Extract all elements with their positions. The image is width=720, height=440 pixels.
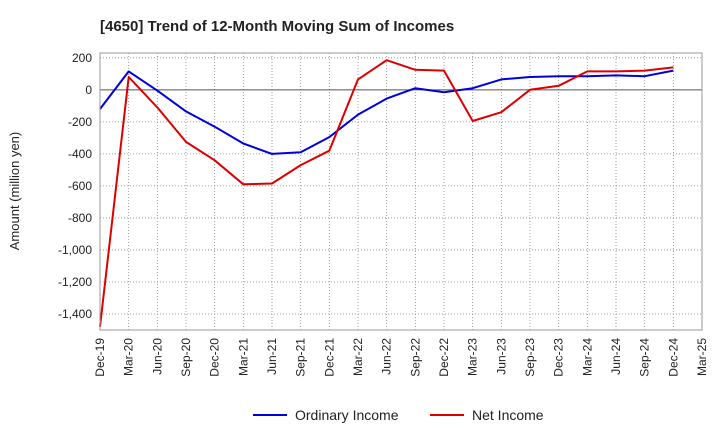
x-tick-label: Mar-25 (695, 338, 709, 376)
x-tick-label: Jun-24 (609, 338, 623, 375)
y-axis-ticks: 200 0 -200 -400 -600 -800 -1,000 -1,200 -1,400 (58, 51, 92, 321)
x-tick-label: Dec-24 (666, 338, 680, 377)
x-tick-label: Sep-24 (638, 338, 652, 377)
x-axis-ticks: Dec-19 Mar-20 Jun-20 Sep-20 Dec-20 Mar-21 Jun-… (93, 338, 709, 377)
legend-label: Ordinary Income (295, 407, 399, 423)
y-axis-label: Amount (million yen) (7, 132, 22, 251)
x-tick-label: Sep-23 (523, 338, 537, 377)
x-tick-label: Sep-21 (294, 338, 308, 377)
x-tick-label: Sep-20 (179, 338, 193, 377)
plot-area-frame (99, 52, 703, 331)
y-tick-label: -1,000 (58, 243, 92, 257)
legend: Ordinary Income Net Income (253, 407, 544, 423)
x-tick-label: Dec-23 (552, 338, 566, 377)
x-tick-label: Jun-21 (265, 338, 279, 375)
y-tick-label: 0 (85, 83, 92, 97)
x-tick-label: Jun-23 (494, 338, 508, 375)
y-tick-label: -200 (68, 115, 92, 129)
series-lines (99, 59, 674, 327)
x-tick-label: Dec-19 (93, 338, 107, 377)
y-tick-label: -1,400 (58, 307, 92, 321)
x-tick-label: Dec-22 (437, 338, 451, 377)
legend-label: Net Income (472, 407, 544, 423)
y-tick-label: 200 (72, 51, 92, 65)
x-tick-label: Mar-24 (580, 338, 594, 376)
x-tick-label: Jun-22 (380, 338, 394, 375)
y-tick-label: -400 (68, 147, 92, 161)
x-tick-label: Mar-23 (466, 338, 480, 376)
y-tick-label: -600 (68, 179, 92, 193)
x-tick-label: Mar-22 (351, 338, 365, 376)
x-tick-label: Mar-20 (122, 338, 136, 376)
y-tick-label: -800 (68, 211, 92, 225)
x-tick-label: Dec-21 (322, 338, 336, 377)
series-line-net-income (99, 59, 674, 327)
x-tick-label: Jun-20 (150, 338, 164, 375)
chart-title: [4650] Trend of 12-Month Moving Sum of I… (100, 18, 454, 35)
x-tick-label: Dec-20 (208, 338, 222, 377)
grid-lines (100, 53, 702, 330)
y-tick-label: -1,200 (58, 275, 92, 289)
x-tick-label: Mar-21 (236, 338, 250, 376)
x-tick-label: Sep-22 (408, 338, 422, 377)
